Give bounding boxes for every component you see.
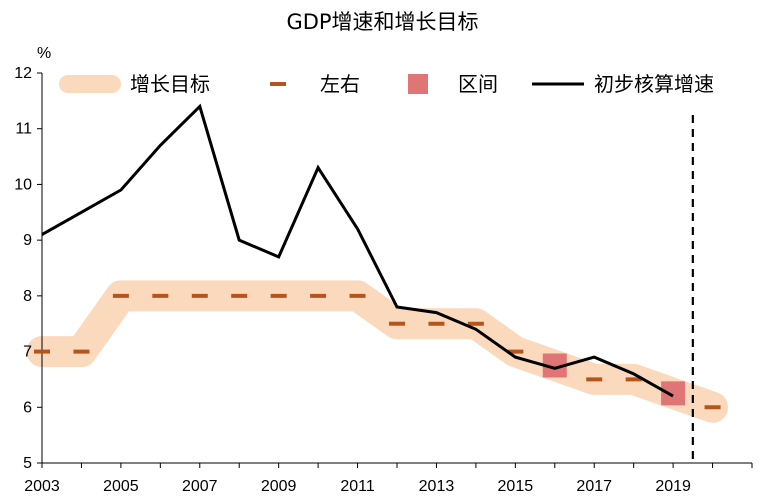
y-tick-label: 7 xyxy=(23,344,32,361)
y-tick-label: 5 xyxy=(23,455,32,472)
y-tick-label: 12 xyxy=(14,65,32,82)
x-tick-label: 2009 xyxy=(261,478,297,495)
legend-label: 区间 xyxy=(458,72,498,96)
x-tick-label: 2003 xyxy=(24,478,60,495)
y-tick-label: 10 xyxy=(14,176,32,193)
y-tick-label: 11 xyxy=(15,121,32,138)
x-tick-label: 2019 xyxy=(655,478,691,495)
y-tick-label: 8 xyxy=(23,288,32,305)
x-tick-label: 2011 xyxy=(340,478,375,495)
x-tick-label: 2005 xyxy=(103,478,139,495)
legend: 增长目标 左右 区间 初步核算增速 xyxy=(59,72,714,96)
x-tick-label: 2017 xyxy=(576,478,612,495)
axes-layer: 5 6 7 8 9 10 11 12 2003 2005 2007 2009 2011 2013 2015 2… xyxy=(14,65,753,495)
gdp-growth-line xyxy=(41,103,674,398)
target-range-marker xyxy=(661,381,686,406)
x-tick-label: 2013 xyxy=(419,478,455,495)
y-tick-label: 9 xyxy=(23,232,32,249)
x-tick-label: 2015 xyxy=(498,478,534,495)
legend-label: 初步核算增速 xyxy=(594,72,714,96)
legend-swatch-square xyxy=(408,74,428,94)
y-unit-label: % xyxy=(37,45,52,62)
target-band xyxy=(26,280,729,423)
marks-layer xyxy=(34,103,721,463)
x-tick-label: 2007 xyxy=(182,478,218,495)
target-band-layer xyxy=(26,280,729,423)
y-tick-label: 6 xyxy=(23,399,32,416)
legend-label: 左右 xyxy=(320,72,360,96)
legend-label: 增长目标 xyxy=(130,72,210,96)
chart-title: GDP增速和增长目标 xyxy=(286,10,479,34)
